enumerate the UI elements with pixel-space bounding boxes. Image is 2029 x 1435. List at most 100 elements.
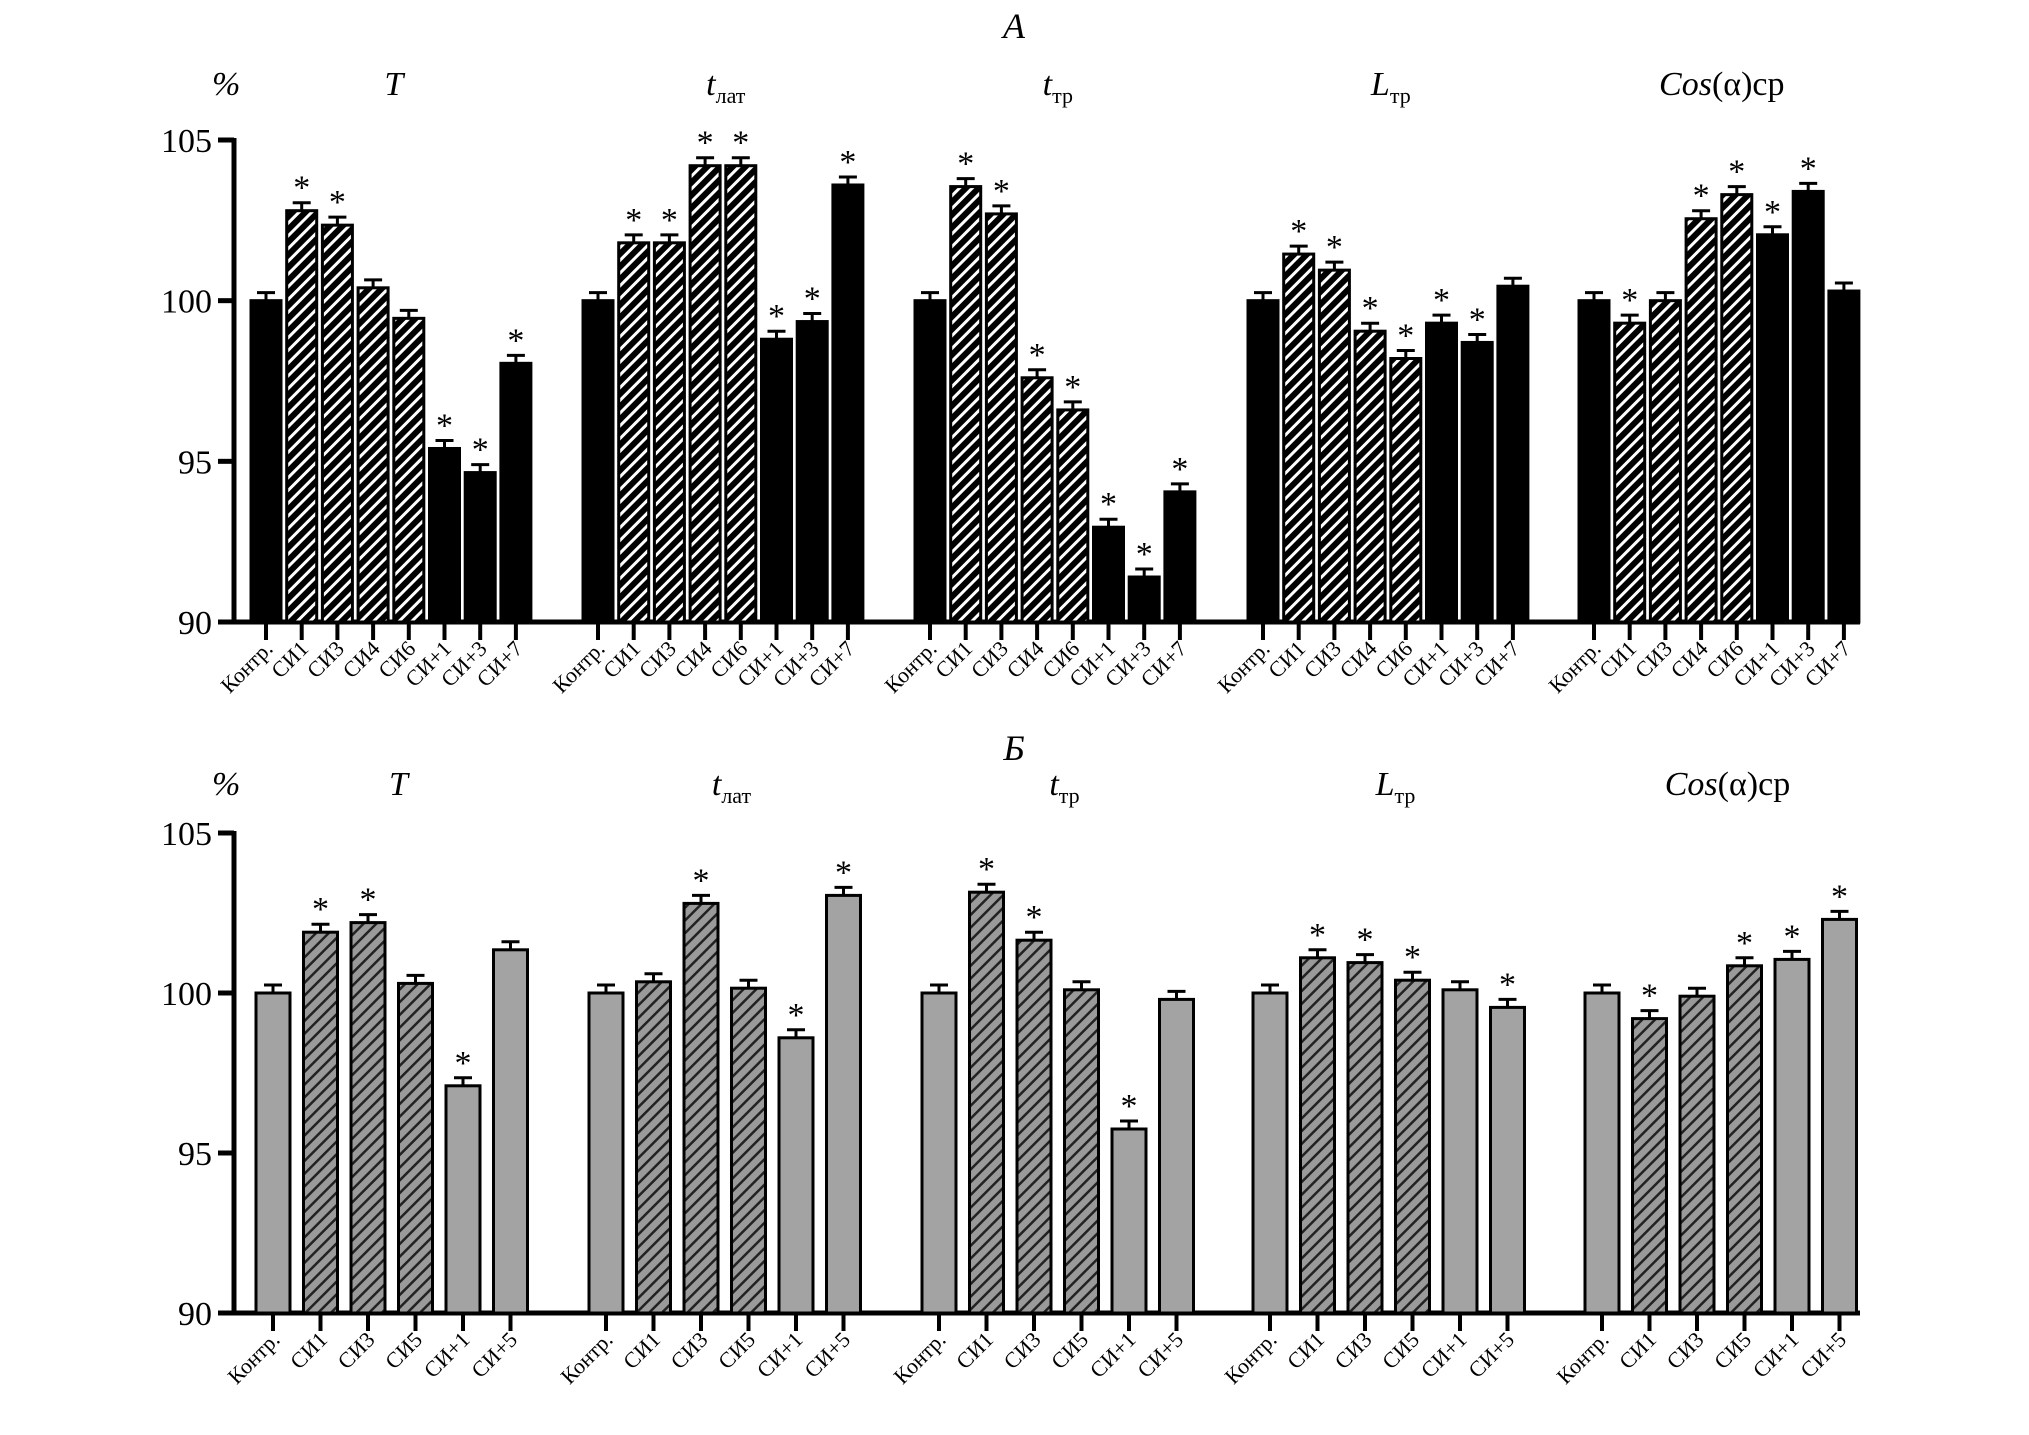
significance-marker: * [1171, 451, 1188, 488]
significance-marker: * [1121, 1088, 1138, 1125]
bar [397, 981, 434, 1315]
panel-a: А%9095100105TКонтр.*СИ1*СИ3СИ4СИ6*СИ+1*С… [161, 6, 1861, 698]
significance-marker: * [835, 854, 852, 891]
significance-marker: * [1064, 369, 1081, 406]
x-tick-label: СИ+5 [1463, 1327, 1519, 1383]
significance-marker: * [293, 170, 310, 207]
bar [356, 286, 390, 624]
significance-marker: * [693, 862, 710, 899]
group-title: Lтр [1375, 766, 1416, 808]
significance-marker: * [1136, 536, 1153, 573]
bar [1158, 997, 1195, 1315]
bar [1631, 1017, 1668, 1315]
significance-marker: * [436, 407, 453, 444]
x-tick-label: СИ1 [1282, 1327, 1329, 1374]
bar [581, 299, 615, 624]
significance-marker: * [1621, 282, 1638, 319]
group-title: tлат [706, 66, 746, 108]
x-tick-label: СИ+5 [1795, 1327, 1851, 1383]
bar [1056, 408, 1090, 624]
x-tick-label: СИ3 [302, 636, 349, 683]
significance-marker: * [1362, 290, 1379, 327]
significance-marker: * [1029, 337, 1046, 374]
x-tick-label: СИ1 [1263, 636, 1310, 683]
y-axis-label: % [212, 766, 240, 803]
bar [760, 337, 793, 624]
significance-marker: * [1641, 978, 1658, 1015]
bar [587, 991, 625, 1315]
group-title: Cos(α)ср [1665, 766, 1790, 803]
x-tick-label: СИ1 [618, 1327, 665, 1374]
bar [349, 921, 387, 1315]
significance-marker: * [1736, 925, 1753, 962]
bar [1821, 917, 1858, 1315]
x-tick-label: СИ+1 [419, 1327, 475, 1383]
bar [777, 1036, 815, 1315]
bar [492, 948, 529, 1315]
significance-marker: * [804, 281, 821, 318]
x-tick-label: СИ1 [951, 1327, 998, 1374]
bar [1827, 289, 1861, 624]
significance-marker: * [957, 146, 974, 183]
significance-marker: * [625, 202, 642, 239]
significance-marker: * [1499, 966, 1516, 1003]
bar [302, 930, 339, 1315]
bar [831, 183, 865, 624]
bar [1684, 217, 1718, 624]
significance-marker: * [1397, 318, 1414, 355]
bar [1489, 1005, 1526, 1315]
significance-marker: * [1100, 486, 1117, 523]
x-tick-label: СИ3 [1329, 1327, 1376, 1374]
bar [1773, 957, 1811, 1315]
bar [1791, 189, 1825, 624]
bar [1163, 490, 1197, 624]
bar [1299, 956, 1336, 1315]
bar [1441, 988, 1479, 1315]
significance-marker: * [1433, 282, 1450, 319]
significance-marker: * [1764, 194, 1781, 231]
significance-marker: * [1309, 917, 1326, 954]
bar [254, 991, 292, 1315]
x-tick-label: Контр. [555, 1327, 617, 1389]
bar [920, 991, 958, 1315]
significance-marker: * [507, 322, 524, 359]
bar [392, 316, 426, 624]
bar [1394, 978, 1431, 1315]
bar [1015, 938, 1053, 1315]
bar [984, 212, 1018, 624]
bar [1251, 991, 1289, 1315]
bar [688, 164, 722, 624]
group-title: Lтр [1370, 66, 1411, 108]
significance-marker: * [1404, 939, 1421, 976]
significance-marker: * [1357, 922, 1374, 959]
significance-marker: * [978, 851, 995, 888]
significance-marker: * [455, 1045, 472, 1082]
bar [1425, 321, 1458, 624]
bar [1577, 299, 1611, 624]
significance-marker: * [360, 882, 377, 919]
bar [682, 901, 720, 1315]
y-tick-label: 105 [161, 816, 212, 853]
bar [428, 446, 461, 624]
significance-marker: * [839, 144, 856, 181]
x-tick-label: СИ+1 [1416, 1327, 1472, 1383]
significance-marker: * [1784, 918, 1801, 955]
bar [724, 164, 758, 624]
bar [949, 185, 983, 624]
bar [249, 299, 283, 624]
significance-marker: * [1800, 150, 1817, 187]
group-title: tтр [1043, 66, 1073, 108]
significance-marker: * [732, 125, 749, 162]
bar [444, 1084, 482, 1315]
x-tick-label: Контр. [1551, 1327, 1613, 1389]
x-tick-label: СИ1 [598, 636, 645, 683]
bar [1460, 340, 1494, 624]
x-tick-label: СИ1 [1594, 636, 1641, 683]
x-tick-label: СИ4 [670, 636, 717, 683]
y-axis-label: % [212, 66, 240, 103]
y-tick-label: 105 [161, 123, 212, 160]
panel-title: Б [1002, 728, 1024, 768]
significance-marker: * [329, 184, 346, 221]
x-tick-label: Контр. [1219, 1327, 1281, 1389]
bar [1720, 193, 1754, 624]
